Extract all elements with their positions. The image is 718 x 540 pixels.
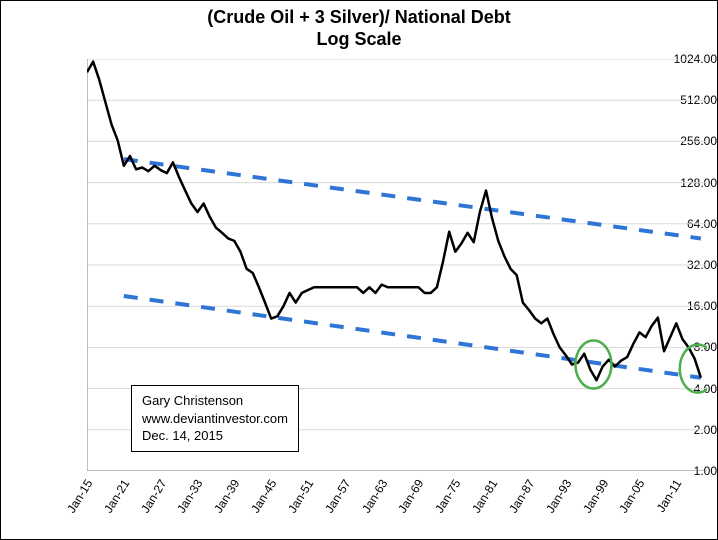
attribution-box: Gary Christenson www.deviantinvestor.com… xyxy=(131,385,299,452)
chart-title: (Crude Oil + 3 Silver)/ National Debt Lo… xyxy=(1,7,717,50)
x-tick-label: Jan-57 xyxy=(322,477,353,516)
trend-line xyxy=(124,159,701,238)
x-tick-label: Jan-69 xyxy=(396,477,427,516)
x-tick-label: Jan-75 xyxy=(432,477,463,516)
chart-title-line2: Log Scale xyxy=(1,29,717,51)
x-tick-label: Jan-51 xyxy=(285,477,316,516)
x-tick-label: Jan-45 xyxy=(248,477,279,516)
x-tick-label: Jan-99 xyxy=(580,477,611,516)
x-tick-label: Jan-33 xyxy=(175,477,206,516)
x-tick-label: Jan-05 xyxy=(617,477,648,516)
x-tick-label: Jan-39 xyxy=(211,477,242,516)
chart-title-line1: (Crude Oil + 3 Silver)/ National Debt xyxy=(1,7,717,29)
x-tick-label: Jan-87 xyxy=(506,477,537,516)
x-tick-label: Jan-63 xyxy=(359,477,390,516)
x-tick-label: Jan-93 xyxy=(543,477,574,516)
x-tick-label: Jan-15 xyxy=(64,477,95,516)
attribution-author: Gary Christenson xyxy=(142,392,288,410)
attribution-url: www.deviantinvestor.com xyxy=(142,410,288,428)
x-tick-label: Jan-21 xyxy=(101,477,132,516)
x-tick-label: Jan-27 xyxy=(138,477,169,516)
highlight-circle xyxy=(680,345,707,393)
x-tick-label: Jan-81 xyxy=(469,477,500,516)
chart-container: (Crude Oil + 3 Silver)/ National Debt Lo… xyxy=(0,0,718,540)
attribution-date: Dec. 14, 2015 xyxy=(142,427,288,445)
x-tick-label: Jan-11 xyxy=(654,477,685,515)
